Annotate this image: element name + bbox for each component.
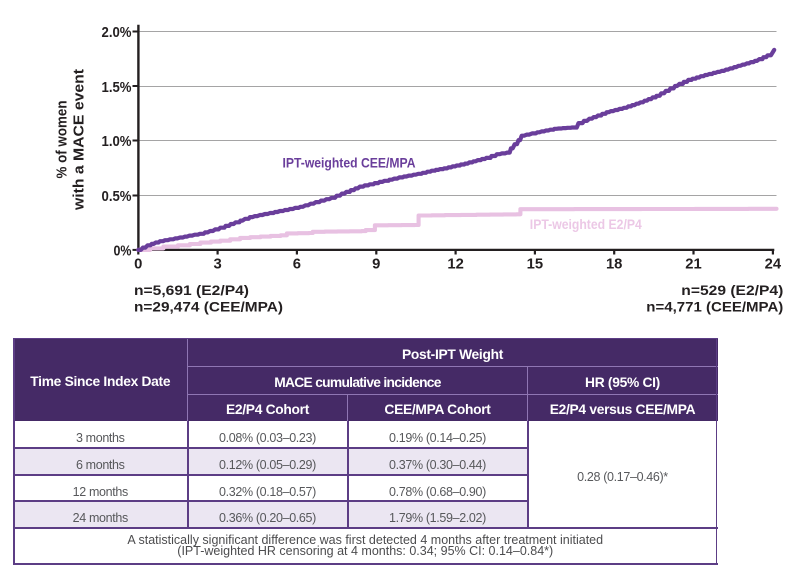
svg-text:18: 18	[606, 256, 622, 272]
svg-text:IPT-weighted CEE/MPA: IPT-weighted CEE/MPA	[283, 155, 416, 170]
svg-text:0: 0	[134, 256, 142, 272]
svg-text:0.5%: 0.5%	[102, 189, 132, 205]
svg-text:n=4,771 (CEE/MPA): n=4,771 (CEE/MPA)	[646, 300, 783, 315]
svg-text:1.0%: 1.0%	[102, 134, 132, 150]
svg-text:0%: 0%	[114, 243, 132, 259]
svg-text:24: 24	[765, 256, 782, 272]
svg-text:1.5%: 1.5%	[102, 80, 132, 96]
svg-text:9: 9	[372, 256, 380, 272]
svg-text:3: 3	[213, 256, 221, 272]
svg-text:n=29,474 (CEE/MPA): n=29,474 (CEE/MPA)	[134, 300, 283, 315]
svg-text:IPT-weighted E2/P4: IPT-weighted E2/P4	[530, 217, 642, 232]
svg-text:n=5,691 (E2/P4): n=5,691 (E2/P4)	[134, 283, 249, 298]
svg-text:% of womenwith a MACE event: % of womenwith a MACE event	[54, 69, 88, 211]
svg-text:6: 6	[293, 256, 301, 272]
svg-text:15: 15	[527, 256, 543, 272]
svg-text:21: 21	[685, 256, 701, 272]
svg-text:12: 12	[447, 256, 463, 272]
svg-text:2.0%: 2.0%	[102, 25, 132, 41]
svg-text:n=529 (E2/P4): n=529 (E2/P4)	[681, 283, 783, 298]
